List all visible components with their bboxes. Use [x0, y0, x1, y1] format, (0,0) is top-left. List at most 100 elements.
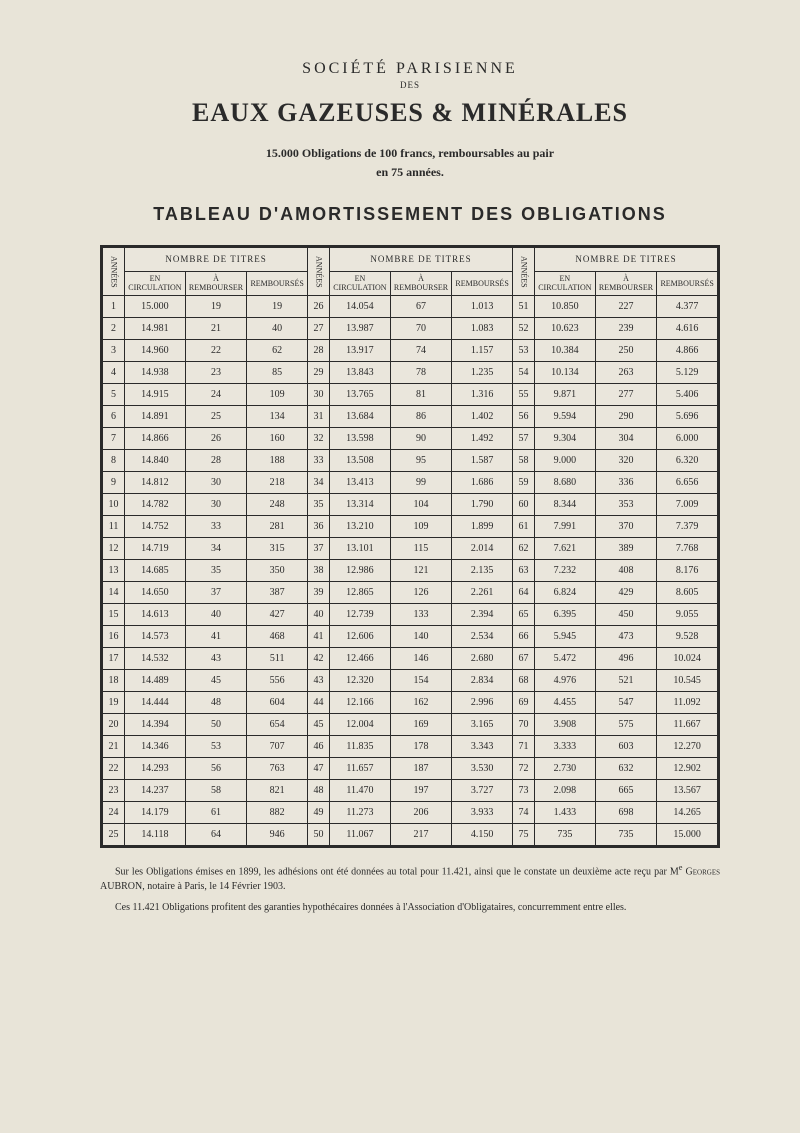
- table-cell: 26: [307, 295, 329, 317]
- table-cell: 6.395: [535, 603, 596, 625]
- table-cell: 2.834: [452, 669, 513, 691]
- table-row: 115.00019192614.054671.0135110.8502274.3…: [103, 295, 718, 317]
- table-cell: 54: [512, 361, 534, 383]
- table-cell: 46: [307, 735, 329, 757]
- table-cell: 14.938: [125, 361, 186, 383]
- table-cell: 9.528: [657, 625, 718, 647]
- table-cell: 13.413: [330, 471, 391, 493]
- table-cell: 187: [390, 757, 452, 779]
- table-cell: 14.685: [125, 559, 186, 581]
- table-cell: 9.055: [657, 603, 718, 625]
- table-cell: 61: [185, 801, 247, 823]
- table-cell: 521: [595, 669, 657, 691]
- table-cell: 14.812: [125, 471, 186, 493]
- table-cell: 2.261: [452, 581, 513, 603]
- table-cell: 57: [512, 427, 534, 449]
- col-aremb-2: À REMBOURSER: [390, 271, 452, 295]
- table-cell: 763: [247, 757, 308, 779]
- table-cell: 3.165: [452, 713, 513, 735]
- table-cell: 12.902: [657, 757, 718, 779]
- table-cell: 12.004: [330, 713, 391, 735]
- table-row: 2014.394506544512.0041693.165703.9085751…: [103, 713, 718, 735]
- table-cell: 6.824: [535, 581, 596, 603]
- table-cell: 1.013: [452, 295, 513, 317]
- table-cell: 10.134: [535, 361, 596, 383]
- table-cell: 34: [307, 471, 329, 493]
- table-row: 1814.489455564312.3201542.834684.9765211…: [103, 669, 718, 691]
- table-cell: 604: [247, 691, 308, 713]
- col-aremb-1: À REMBOURSER: [185, 271, 247, 295]
- table-cell: 140: [390, 625, 452, 647]
- table-cell: 56: [185, 757, 247, 779]
- table-cell: 72: [512, 757, 534, 779]
- table-cell: 218: [247, 471, 308, 493]
- table-cell: 69: [512, 691, 534, 713]
- table-title: TABLEAU D'AMORTISSEMENT DES OBLIGATIONS: [100, 204, 720, 225]
- table-cell: 1.235: [452, 361, 513, 383]
- table-cell: 11.835: [330, 735, 391, 757]
- table-cell: 263: [595, 361, 657, 383]
- table-cell: 14.840: [125, 449, 186, 471]
- table-cell: 10.623: [535, 317, 596, 339]
- table-cell: 1.157: [452, 339, 513, 361]
- table-cell: 14.752: [125, 515, 186, 537]
- table-cell: 14.394: [125, 713, 186, 735]
- table-cell: 1.899: [452, 515, 513, 537]
- table-cell: 8.344: [535, 493, 596, 515]
- table-cell: 9: [103, 471, 125, 493]
- table-cell: 95: [390, 449, 452, 471]
- table-cell: 248: [247, 493, 308, 515]
- table-row: 714.866261603213.598901.492579.3043046.0…: [103, 427, 718, 449]
- table-cell: 25: [103, 823, 125, 845]
- table-cell: 8.605: [657, 581, 718, 603]
- table-cell: 31: [307, 405, 329, 427]
- table-cell: 946: [247, 823, 308, 845]
- table-cell: 39: [307, 581, 329, 603]
- table-cell: 9.871: [535, 383, 596, 405]
- table-cell: 37: [185, 581, 247, 603]
- table-cell: 1.316: [452, 383, 513, 405]
- table-cell: 5.129: [657, 361, 718, 383]
- table-cell: 169: [390, 713, 452, 735]
- table-cell: 14.915: [125, 383, 186, 405]
- footer-p1-a: Sur les Obligations émises en 1899, les …: [115, 866, 679, 877]
- table-cell: 74: [390, 339, 452, 361]
- table-cell: 250: [595, 339, 657, 361]
- table-cell: 10: [103, 493, 125, 515]
- table-cell: 9.304: [535, 427, 596, 449]
- amortization-table-wrap: ANNÉES NOMBRE DE TITRES ANNÉES NOMBRE DE…: [100, 245, 720, 848]
- table-cell: 12.865: [330, 581, 391, 603]
- table-cell: 30: [307, 383, 329, 405]
- table-cell: 53: [512, 339, 534, 361]
- col-circ-1: EN CIRCULATION: [125, 271, 186, 295]
- table-cell: 11.657: [330, 757, 391, 779]
- table-cell: 11.667: [657, 713, 718, 735]
- table-cell: 2.098: [535, 779, 596, 801]
- table-cell: 3.530: [452, 757, 513, 779]
- table-cell: 21: [185, 317, 247, 339]
- table-cell: 575: [595, 713, 657, 735]
- table-cell: 10.384: [535, 339, 596, 361]
- table-row: 1614.573414684112.6061402.534665.9454739…: [103, 625, 718, 647]
- table-cell: 133: [390, 603, 452, 625]
- table-cell: 13.917: [330, 339, 391, 361]
- table-cell: 10.024: [657, 647, 718, 669]
- table-cell: 14.782: [125, 493, 186, 515]
- table-cell: 277: [595, 383, 657, 405]
- table-cell: 45: [185, 669, 247, 691]
- table-cell: 7.621: [535, 537, 596, 559]
- table-cell: 8.680: [535, 471, 596, 493]
- table-cell: 48: [185, 691, 247, 713]
- table-cell: 3.908: [535, 713, 596, 735]
- table-cell: 33: [307, 449, 329, 471]
- table-cell: 11.470: [330, 779, 391, 801]
- table-cell: 60: [512, 493, 534, 515]
- table-cell: 5.696: [657, 405, 718, 427]
- table-cell: 104: [390, 493, 452, 515]
- table-cell: 126: [390, 581, 452, 603]
- table-cell: 1.686: [452, 471, 513, 493]
- table-cell: 2.730: [535, 757, 596, 779]
- table-cell: 28: [185, 449, 247, 471]
- table-cell: 7.768: [657, 537, 718, 559]
- table-cell: 735: [595, 823, 657, 845]
